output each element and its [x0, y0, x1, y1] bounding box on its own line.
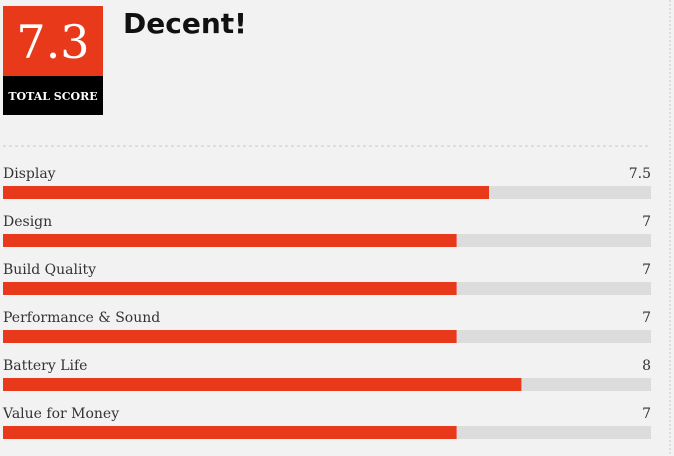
- criterion-score: 7: [642, 262, 651, 278]
- criterion-score: 7: [642, 406, 651, 422]
- criterion-label: Battery Life: [3, 358, 87, 374]
- score-label-box: [3, 76, 103, 115]
- total-score: 7.3: [16, 15, 89, 69]
- score-box: [3, 6, 103, 76]
- bar: [3, 330, 457, 343]
- criterion-label: Display: [3, 166, 56, 182]
- bar: [3, 234, 457, 247]
- criterion-score: 7: [642, 310, 651, 326]
- bar: [3, 426, 457, 439]
- criterion-score: 7: [642, 214, 651, 230]
- criterion-score: 7.5: [629, 166, 651, 182]
- total-score-label: TOTAL SCORE: [8, 90, 97, 103]
- bar: [3, 186, 489, 199]
- criterion-label: Design: [3, 214, 52, 230]
- criterion-label: Performance & Sound: [3, 310, 160, 326]
- bar: [3, 282, 457, 295]
- verdict-title: Decent!: [123, 7, 247, 40]
- criterion-label: Value for Money: [2, 406, 119, 422]
- criterion-label: Build Quality: [3, 262, 96, 278]
- bar: [3, 378, 522, 391]
- criterion-score: 8: [642, 358, 651, 374]
